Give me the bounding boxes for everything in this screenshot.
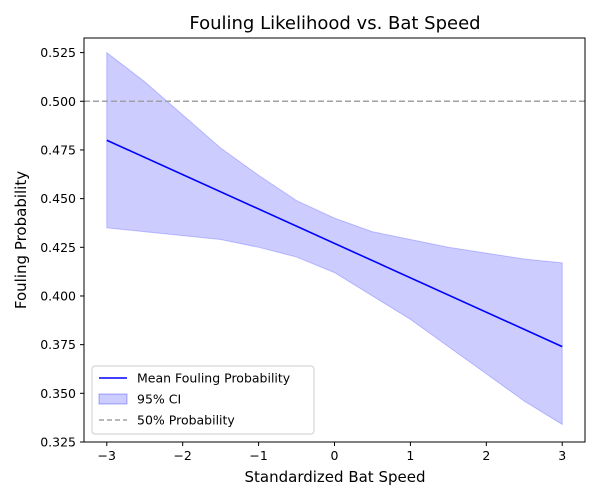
plot-area	[83, 37, 586, 443]
x-tick-label: 0	[331, 448, 339, 463]
legend-swatch-ci	[98, 393, 128, 405]
y-tick-label: 0.450	[40, 191, 76, 206]
legend-box	[91, 365, 315, 435]
ci-band	[106, 51, 563, 426]
y-tick-label: 0.325	[40, 435, 76, 450]
y-tick-label: 0.425	[40, 240, 76, 255]
x-axis: −3 −2 −1 0 1 2 3	[98, 442, 566, 463]
y-tick-label: 0.500	[40, 94, 76, 109]
x-tick-label: 3	[558, 448, 566, 463]
x-tick-label: −1	[249, 448, 267, 463]
x-tick-label: 1	[406, 448, 414, 463]
x-tick-label: −2	[173, 448, 191, 463]
y-axis-title: Fouling Probability	[12, 171, 30, 309]
x-axis-title: Standardized Bat Speed	[245, 468, 426, 486]
legend-label: Mean Fouling Probability	[137, 371, 291, 386]
legend-label: 50% Probability	[137, 413, 235, 428]
x-tick-label: −3	[98, 448, 116, 463]
y-tick-label: 0.350	[40, 386, 76, 401]
y-tick-label: 0.475	[40, 142, 76, 157]
x-tick-label: 2	[482, 448, 490, 463]
legend: Mean Fouling Probability 95% CI 50% Probab…	[91, 365, 315, 435]
y-axis: 0.325 0.350 0.375 0.400 0.425 0.450 0.475 0.500…	[40, 45, 84, 450]
legend-label: 95% CI	[137, 392, 181, 407]
mean-line	[106, 139, 563, 348]
y-tick-label: 0.400	[40, 288, 76, 303]
y-tick-label: 0.525	[40, 45, 76, 60]
y-tick-label: 0.375	[40, 337, 76, 352]
chart-title: Fouling Likelihood vs. Bat Speed	[189, 13, 480, 34]
